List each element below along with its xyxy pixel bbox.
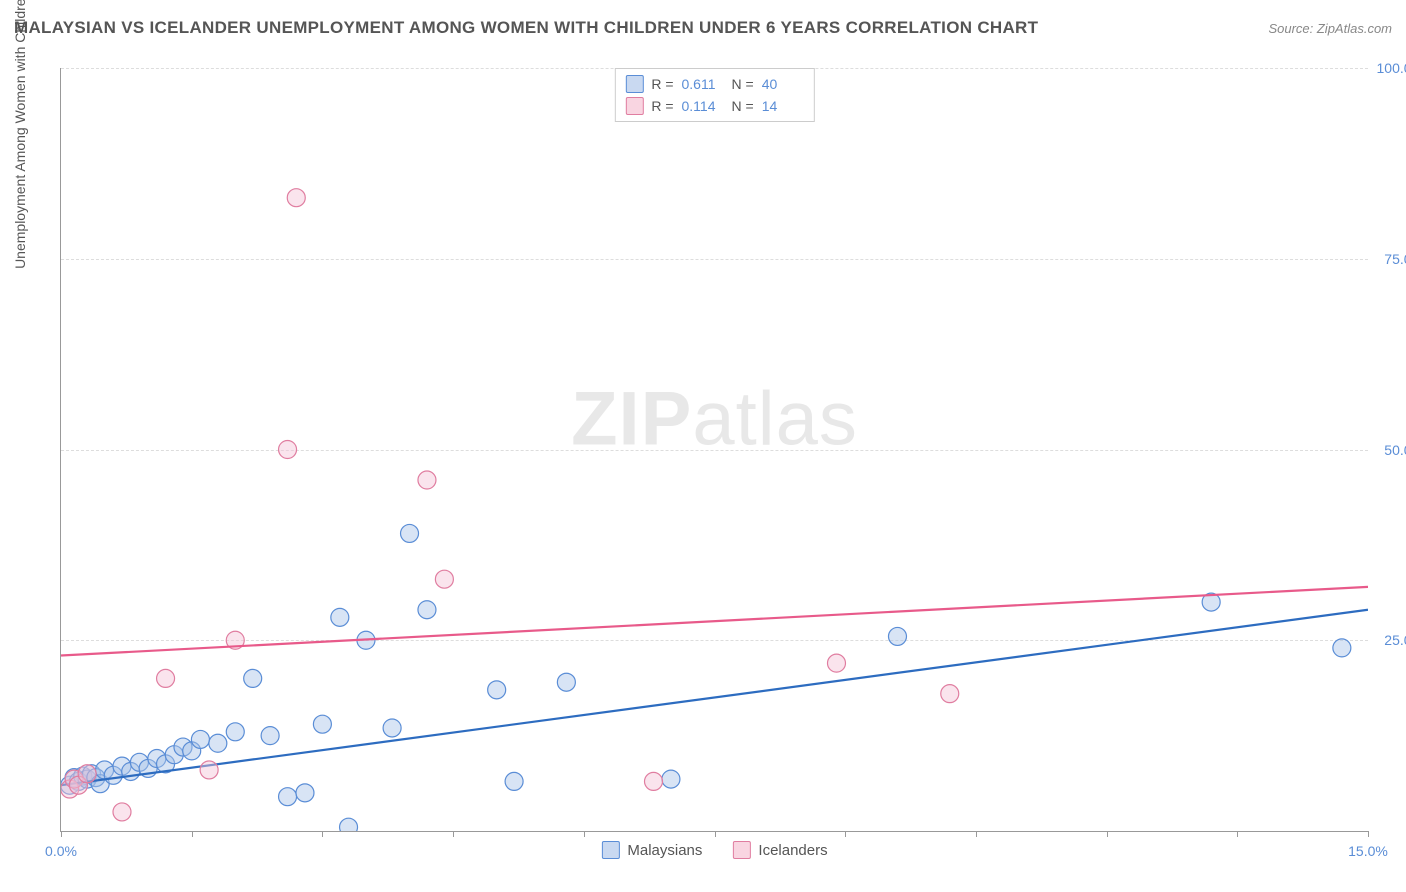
- data-point: [113, 803, 131, 821]
- r-label: R =: [651, 73, 673, 95]
- swatch-pink-icon: [732, 841, 750, 859]
- x-tick: [1368, 831, 1369, 837]
- data-point: [244, 669, 262, 687]
- x-tick: [453, 831, 454, 837]
- stats-row-icelanders: R = 0.114 N = 14: [625, 95, 803, 117]
- data-point: [435, 570, 453, 588]
- n-value-icelanders: 14: [762, 95, 804, 117]
- data-point: [401, 524, 419, 542]
- stats-legend: R = 0.611 N = 40 R = 0.114 N = 14: [614, 68, 814, 122]
- y-tick-label: 50.0%: [1384, 442, 1406, 458]
- r-value-malaysians: 0.611: [682, 73, 724, 95]
- n-label: N =: [732, 73, 754, 95]
- x-tick: [715, 831, 716, 837]
- data-point: [331, 608, 349, 626]
- n-label: N =: [732, 95, 754, 117]
- x-tick: [976, 831, 977, 837]
- data-point: [941, 685, 959, 703]
- x-tick: [192, 831, 193, 837]
- data-point: [279, 788, 297, 806]
- r-label: R =: [651, 95, 673, 117]
- data-point: [418, 471, 436, 489]
- stats-row-malaysians: R = 0.611 N = 40: [625, 73, 803, 95]
- x-tick: [845, 831, 846, 837]
- x-tick: [61, 831, 62, 837]
- swatch-pink-icon: [625, 97, 643, 115]
- trend-line: [61, 610, 1368, 785]
- data-point: [191, 730, 209, 748]
- scatter-plot: [61, 68, 1368, 831]
- swatch-blue-icon: [625, 75, 643, 93]
- chart-title: MALAYSIAN VS ICELANDER UNEMPLOYMENT AMON…: [14, 18, 1038, 38]
- data-point: [226, 723, 244, 741]
- data-point: [296, 784, 314, 802]
- x-tick-label: 0.0%: [45, 843, 77, 859]
- x-tick: [584, 831, 585, 837]
- data-point: [261, 727, 279, 745]
- data-point: [488, 681, 506, 699]
- data-point: [78, 765, 96, 783]
- bottom-legend: Malaysians Icelanders: [601, 841, 827, 859]
- data-point: [645, 772, 663, 790]
- n-value-malaysians: 40: [762, 73, 804, 95]
- trend-line: [61, 587, 1368, 656]
- y-tick-label: 25.0%: [1384, 632, 1406, 648]
- title-bar: MALAYSIAN VS ICELANDER UNEMPLOYMENT AMON…: [14, 18, 1392, 38]
- source-attribution: Source: ZipAtlas.com: [1268, 21, 1392, 36]
- data-point: [1333, 639, 1351, 657]
- legend-label-icelanders: Icelanders: [758, 842, 827, 859]
- legend-label-malaysians: Malaysians: [627, 842, 702, 859]
- data-point: [340, 818, 358, 831]
- data-point: [383, 719, 401, 737]
- data-point: [200, 761, 218, 779]
- data-point: [827, 654, 845, 672]
- y-tick-label: 75.0%: [1384, 251, 1406, 267]
- data-point: [418, 601, 436, 619]
- data-point: [287, 189, 305, 207]
- x-tick: [322, 831, 323, 837]
- y-axis-label: Unemployment Among Women with Children U…: [12, 0, 28, 269]
- data-point: [662, 770, 680, 788]
- data-point: [157, 669, 175, 687]
- x-tick: [1107, 831, 1108, 837]
- data-point: [888, 627, 906, 645]
- swatch-blue-icon: [601, 841, 619, 859]
- data-point: [557, 673, 575, 691]
- data-point: [313, 715, 331, 733]
- chart-area: ZIPatlas R = 0.611 N = 40 R = 0.114 N = …: [60, 68, 1368, 832]
- data-point: [209, 734, 227, 752]
- r-value-icelanders: 0.114: [682, 95, 724, 117]
- legend-item-malaysians: Malaysians: [601, 841, 702, 859]
- data-point: [279, 441, 297, 459]
- x-tick: [1237, 831, 1238, 837]
- y-tick-label: 100.0%: [1377, 60, 1406, 76]
- legend-item-icelanders: Icelanders: [732, 841, 827, 859]
- data-point: [505, 772, 523, 790]
- x-tick-label: 15.0%: [1348, 843, 1388, 859]
